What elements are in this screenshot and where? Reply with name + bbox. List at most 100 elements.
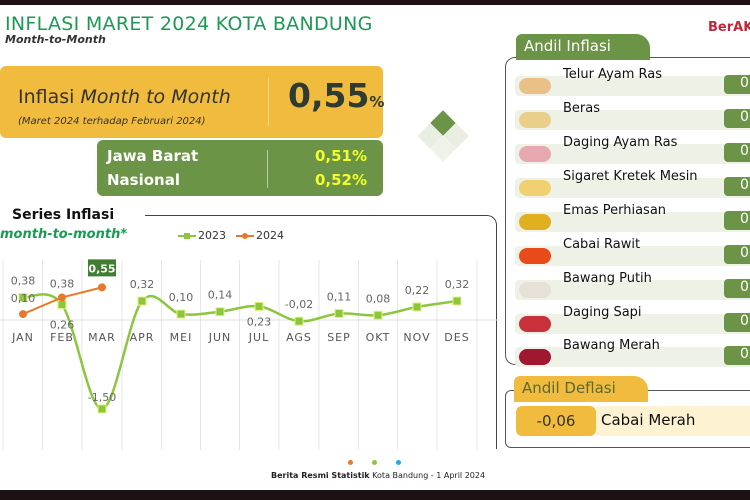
page-subtitle: Month-to-Month (5, 33, 106, 46)
data-point-2023 (334, 308, 344, 318)
data-label-2023: 0,10 (169, 291, 194, 304)
rice-icon (519, 112, 551, 128)
x-tick-label: MAR (88, 331, 116, 344)
nasional-value: 0,52% (314, 171, 367, 189)
data-label-2023: 0,08 (366, 292, 391, 305)
x-tick-label: NOV (403, 331, 430, 344)
data-label-2023: 0,22 (405, 284, 430, 297)
data-label-2023: 0,11 (327, 290, 352, 303)
cigarette-icon (519, 180, 551, 196)
divider (267, 150, 268, 188)
data-label-2023: 0,14 (208, 289, 233, 302)
egg-icon (519, 78, 551, 94)
x-tick-label: OKT (366, 331, 391, 344)
x-tick-label: DES (444, 331, 469, 344)
series-subtitle: month-to-month* (0, 227, 128, 242)
data-point-2023 (57, 300, 67, 310)
dot-orange-icon (348, 460, 353, 465)
data-label-2023: 0,23 (247, 315, 272, 328)
x-tick-label: JUN (208, 331, 232, 344)
commodity-name: Telur Ayam Ras (563, 67, 663, 82)
data-point-2023 (254, 301, 264, 311)
data-label-2024: 0,10 (11, 292, 36, 305)
commodity-name: Cabai Rawit (563, 237, 641, 252)
commodity-name: Daging Ayam Ras (563, 135, 678, 150)
data-point-2024 (58, 293, 66, 302)
legend-2023: 2023 (178, 229, 226, 242)
chicken-icon (519, 146, 551, 162)
andil-value: 0 (724, 211, 750, 230)
highlight-label-box (88, 259, 116, 277)
data-point-2023 (452, 296, 462, 306)
dot-blue-icon (396, 460, 401, 465)
berakhlak-logo: BerAK (708, 20, 750, 35)
data-point-2023 (18, 292, 28, 302)
andil-item: Telur Ayam Ras 0 (515, 67, 750, 96)
chili-icon (519, 248, 551, 264)
shallot-icon (519, 349, 551, 365)
commodity-name: Emas Perhiasan (563, 203, 667, 218)
page-title: INFLASI MARET 2024 KOTA BANDUNG (5, 13, 373, 35)
jabar-value: 0,51% (314, 147, 367, 165)
x-tick-label: APR (130, 331, 155, 344)
commodity-name: Daging Sapi (563, 305, 642, 320)
data-label-2024: 0,38 (50, 277, 75, 290)
data-point-2023 (412, 302, 422, 312)
x-tick-label: AGS (286, 331, 312, 344)
legend-2024: 2024 (236, 229, 284, 242)
dot-green-icon (372, 460, 377, 465)
inflation-line-chart: JAN FEB MAR APR MEI JUN JUL AGS SEP OKT NOV DES 0,38… (0, 259, 497, 450)
data-point-2024 (98, 283, 106, 292)
data-point-2023 (97, 404, 107, 414)
data-point-2023 (215, 307, 225, 317)
commodity-name: Beras (563, 101, 601, 116)
commodity-name: Bawang Merah (563, 338, 660, 353)
data-label-2023: 0,38 (11, 274, 36, 287)
andil-value: 0 (724, 143, 750, 162)
deflasi-commodity: Cabai Merah (596, 406, 750, 436)
comparison-card: Jawa Barat 0,51% Nasional 0,52% (97, 140, 383, 196)
data-point-2023 (176, 309, 186, 319)
andil-item: Beras 0 (515, 101, 750, 130)
andil-value: 0 (724, 346, 750, 365)
x-tick-label: JUL (248, 331, 269, 344)
mtm-label: Inflasi Month to Month (18, 86, 231, 108)
commodity-name: Bawang Putih (563, 271, 652, 286)
data-point-2024 (19, 310, 27, 319)
mtm-inflation-card: Inflasi Month to Month (Maret 2024 terha… (0, 66, 384, 138)
andil-value: 0 (724, 109, 750, 128)
data-label-2023: 0,32 (130, 278, 155, 291)
footer: Berita Resmi Statistik Kota Bandung - 1 … (271, 471, 486, 480)
data-point-2023 (373, 310, 383, 320)
andil-inflasi-title: Andil Inflasi (516, 34, 650, 60)
deflasi-value: -0,06 (516, 406, 596, 436)
data-label-2023: 0,32 (445, 278, 470, 291)
data-point-2023 (294, 316, 304, 326)
data-label-2024: 0,55 (88, 262, 115, 275)
diamond-decoration-icon (415, 110, 471, 168)
nasional-label: Nasional (107, 171, 180, 189)
andil-value: 0 (724, 313, 750, 332)
chart-legend: 2023 2024 (178, 229, 284, 242)
x-tick-label: MEI (170, 331, 193, 344)
x-tick-label: JAN (11, 331, 34, 344)
andil-deflasi-title: Andil Deflasi (514, 376, 648, 402)
gold-icon (519, 214, 551, 230)
data-label-2023: 0,26 (50, 319, 75, 332)
andil-value: 0 (724, 75, 750, 94)
andil-item: Bawang Merah 0 (515, 338, 750, 367)
andil-value: 0 (724, 279, 750, 298)
series-title: Series Inflasi (12, 207, 115, 223)
top-bar (0, 0, 750, 5)
x-tick-label: FEB (50, 331, 74, 344)
bottom-bar (0, 490, 750, 500)
andil-item: Daging Ayam Ras 0 (515, 135, 750, 164)
data-label-2023: -0,02 (285, 298, 313, 311)
chart-frame (145, 215, 497, 449)
andil-value: 0 (724, 245, 750, 264)
andil-item: Bawang Putih 0 (515, 271, 750, 300)
andil-item: Sigaret Kretek Mesin 0 (515, 169, 750, 198)
andil-item: Daging Sapi 0 (515, 305, 750, 334)
jabar-label: Jawa Barat (107, 147, 199, 165)
x-tick-label: SEP (327, 331, 351, 344)
